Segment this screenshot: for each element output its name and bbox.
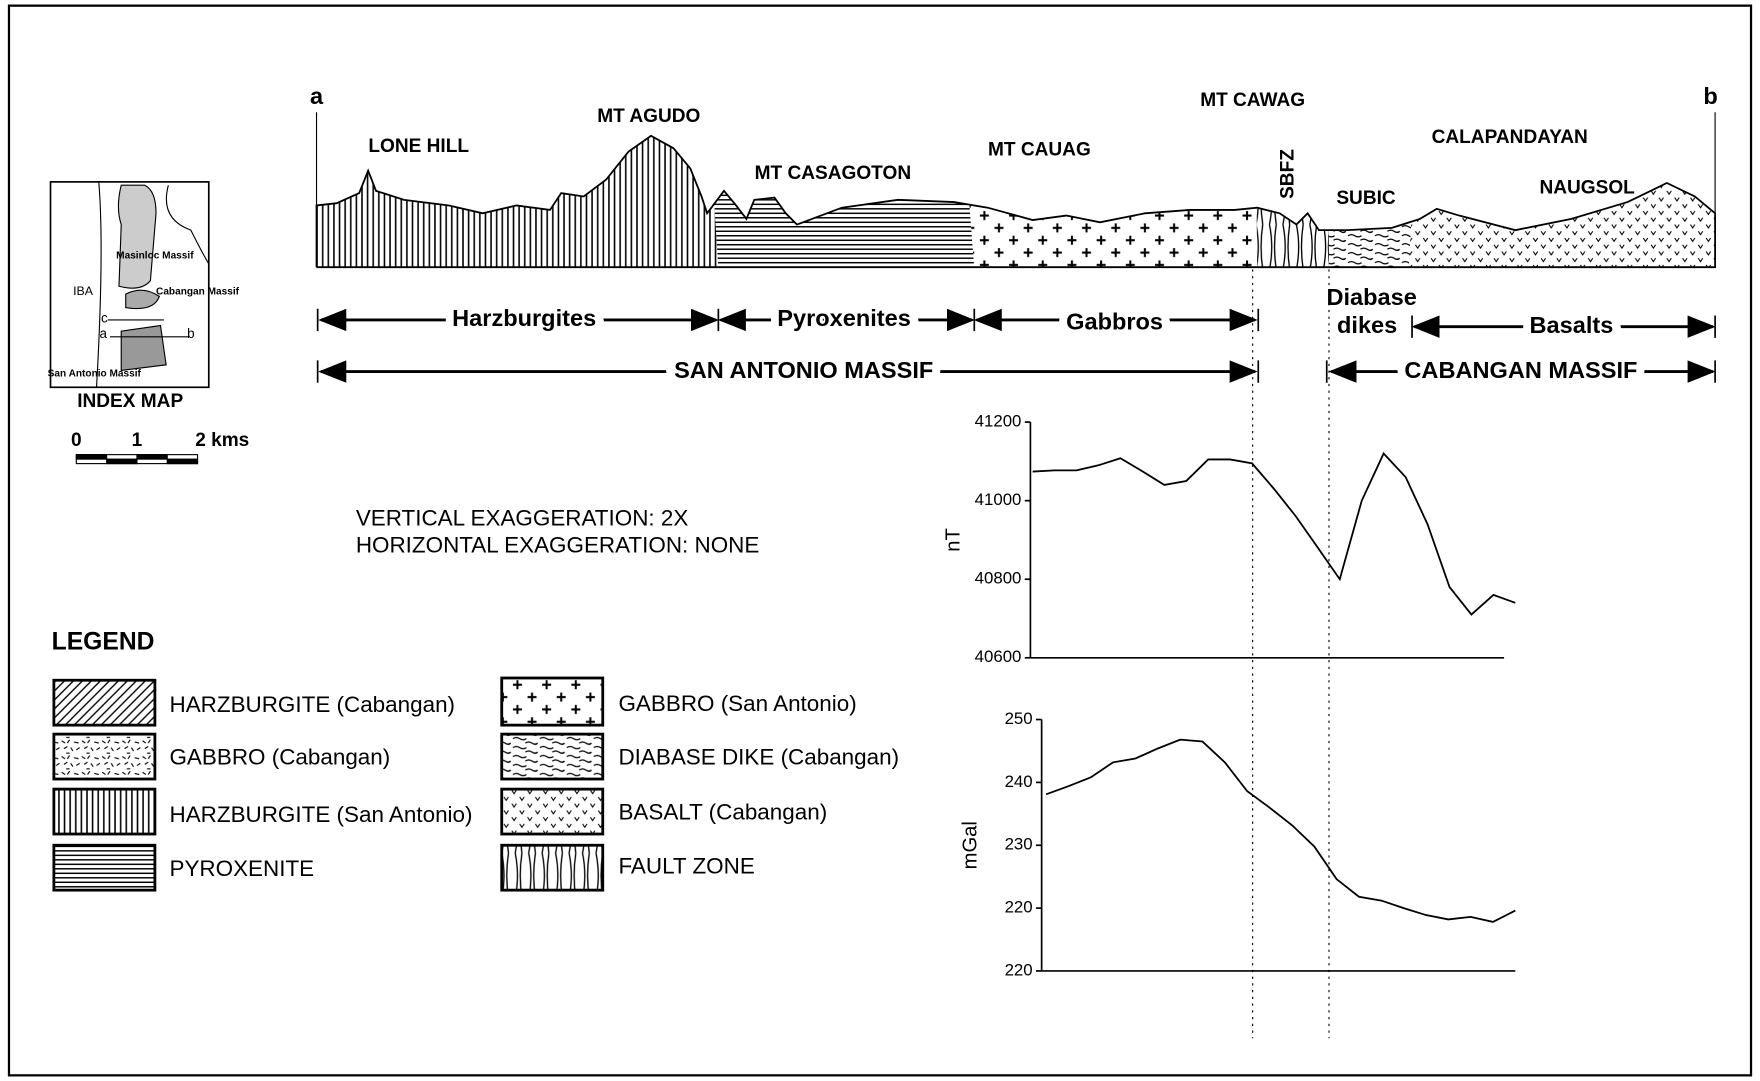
profile-line (1033, 454, 1516, 615)
end-label: b (1703, 83, 1717, 109)
scale-label: 0 (71, 430, 82, 451)
peak-label: SUBIC (1336, 188, 1396, 209)
figure: a b LONE HILL MT AGUDO MT CASAGOTON MT C… (0, 0, 1760, 1081)
map-label: Masinloc Massif (116, 251, 194, 262)
massif-label: SAN ANTONIO MASSIF (674, 357, 933, 383)
y-tick-label: 220 (1005, 960, 1033, 979)
legend-label: DIABASE DIKE (Cabangan) (618, 745, 899, 770)
y-tick-label: 230 (1005, 835, 1033, 854)
peak-label: CALAPANDAYAN (1432, 127, 1588, 148)
peak-label: NAUGSOL (1539, 178, 1635, 199)
y-tick-label: 41200 (975, 412, 1022, 431)
unit-label: Basalts (1530, 312, 1614, 338)
map-label: San Antonio Massif (48, 368, 142, 379)
y-tick-label: 220 (1005, 898, 1033, 917)
note: HORIZONTAL EXAGGERATION: NONE (356, 533, 760, 558)
peak-label: MT CASAGOTON (755, 163, 912, 184)
scale-label: 1 (132, 430, 143, 451)
legend-label: GABBRO (San Antonio) (618, 691, 856, 716)
unit-label: Pyroxenites (777, 305, 911, 331)
y-tick-label: 40800 (975, 569, 1022, 588)
legend-label: BASALT (Cabangan) (618, 800, 827, 825)
peak-label: MT CAUAG (988, 139, 1091, 160)
unit-label: Gabbros (1066, 309, 1163, 335)
map-label: c (101, 310, 108, 325)
scale-bar (76, 455, 197, 464)
note: VERTICAL EXAGGERATION: 2X (356, 506, 689, 531)
unit-label: dikes (1337, 312, 1397, 338)
page: a b LONE HILL MT AGUDO MT CASAGOTON MT C… (0, 0, 1760, 1081)
legend-label: GABBRO (Cabangan) (169, 745, 390, 770)
map-label: b (187, 326, 194, 341)
unit-label: Diabase (1326, 284, 1416, 310)
peak-label: SBFZ (1278, 149, 1299, 199)
map-label: a (100, 326, 108, 341)
legend-title: LEGEND (52, 629, 155, 656)
scale-label: 2 kms (195, 430, 249, 451)
legend-label: PYROXENITE (169, 856, 314, 881)
peak-label: MT AGUDO (597, 106, 700, 127)
y-tick-label: 40600 (975, 647, 1022, 666)
map-label: Cabangan Massif (156, 287, 240, 298)
map-title: INDEX MAP (77, 391, 183, 412)
profiles: 41200 41000 40800 40600 nT 250 240 230 220 220 mGa… (942, 412, 1515, 980)
end-label: a (310, 83, 324, 109)
profile-line (1046, 740, 1515, 922)
y-tick-label: 41000 (975, 490, 1022, 509)
unit-label: Harzburgites (452, 305, 596, 331)
legend-label: HARZBURGITE (San Antonio) (169, 802, 472, 827)
axis-label: mGal (959, 821, 981, 869)
peak-label: MT CAWAG (1200, 90, 1305, 111)
map-label: IBA (73, 284, 94, 298)
y-tick-label: 240 (1005, 772, 1033, 791)
y-tick-label: 250 (1005, 709, 1033, 728)
peak-label: LONE HILL (368, 136, 469, 157)
massif-label: CABANGAN MASSIF (1404, 357, 1637, 383)
legend-label: FAULT ZONE (618, 854, 754, 879)
legend-label: HARZBURGITE (Cabangan) (169, 692, 455, 717)
axis-label: nT (942, 528, 964, 552)
